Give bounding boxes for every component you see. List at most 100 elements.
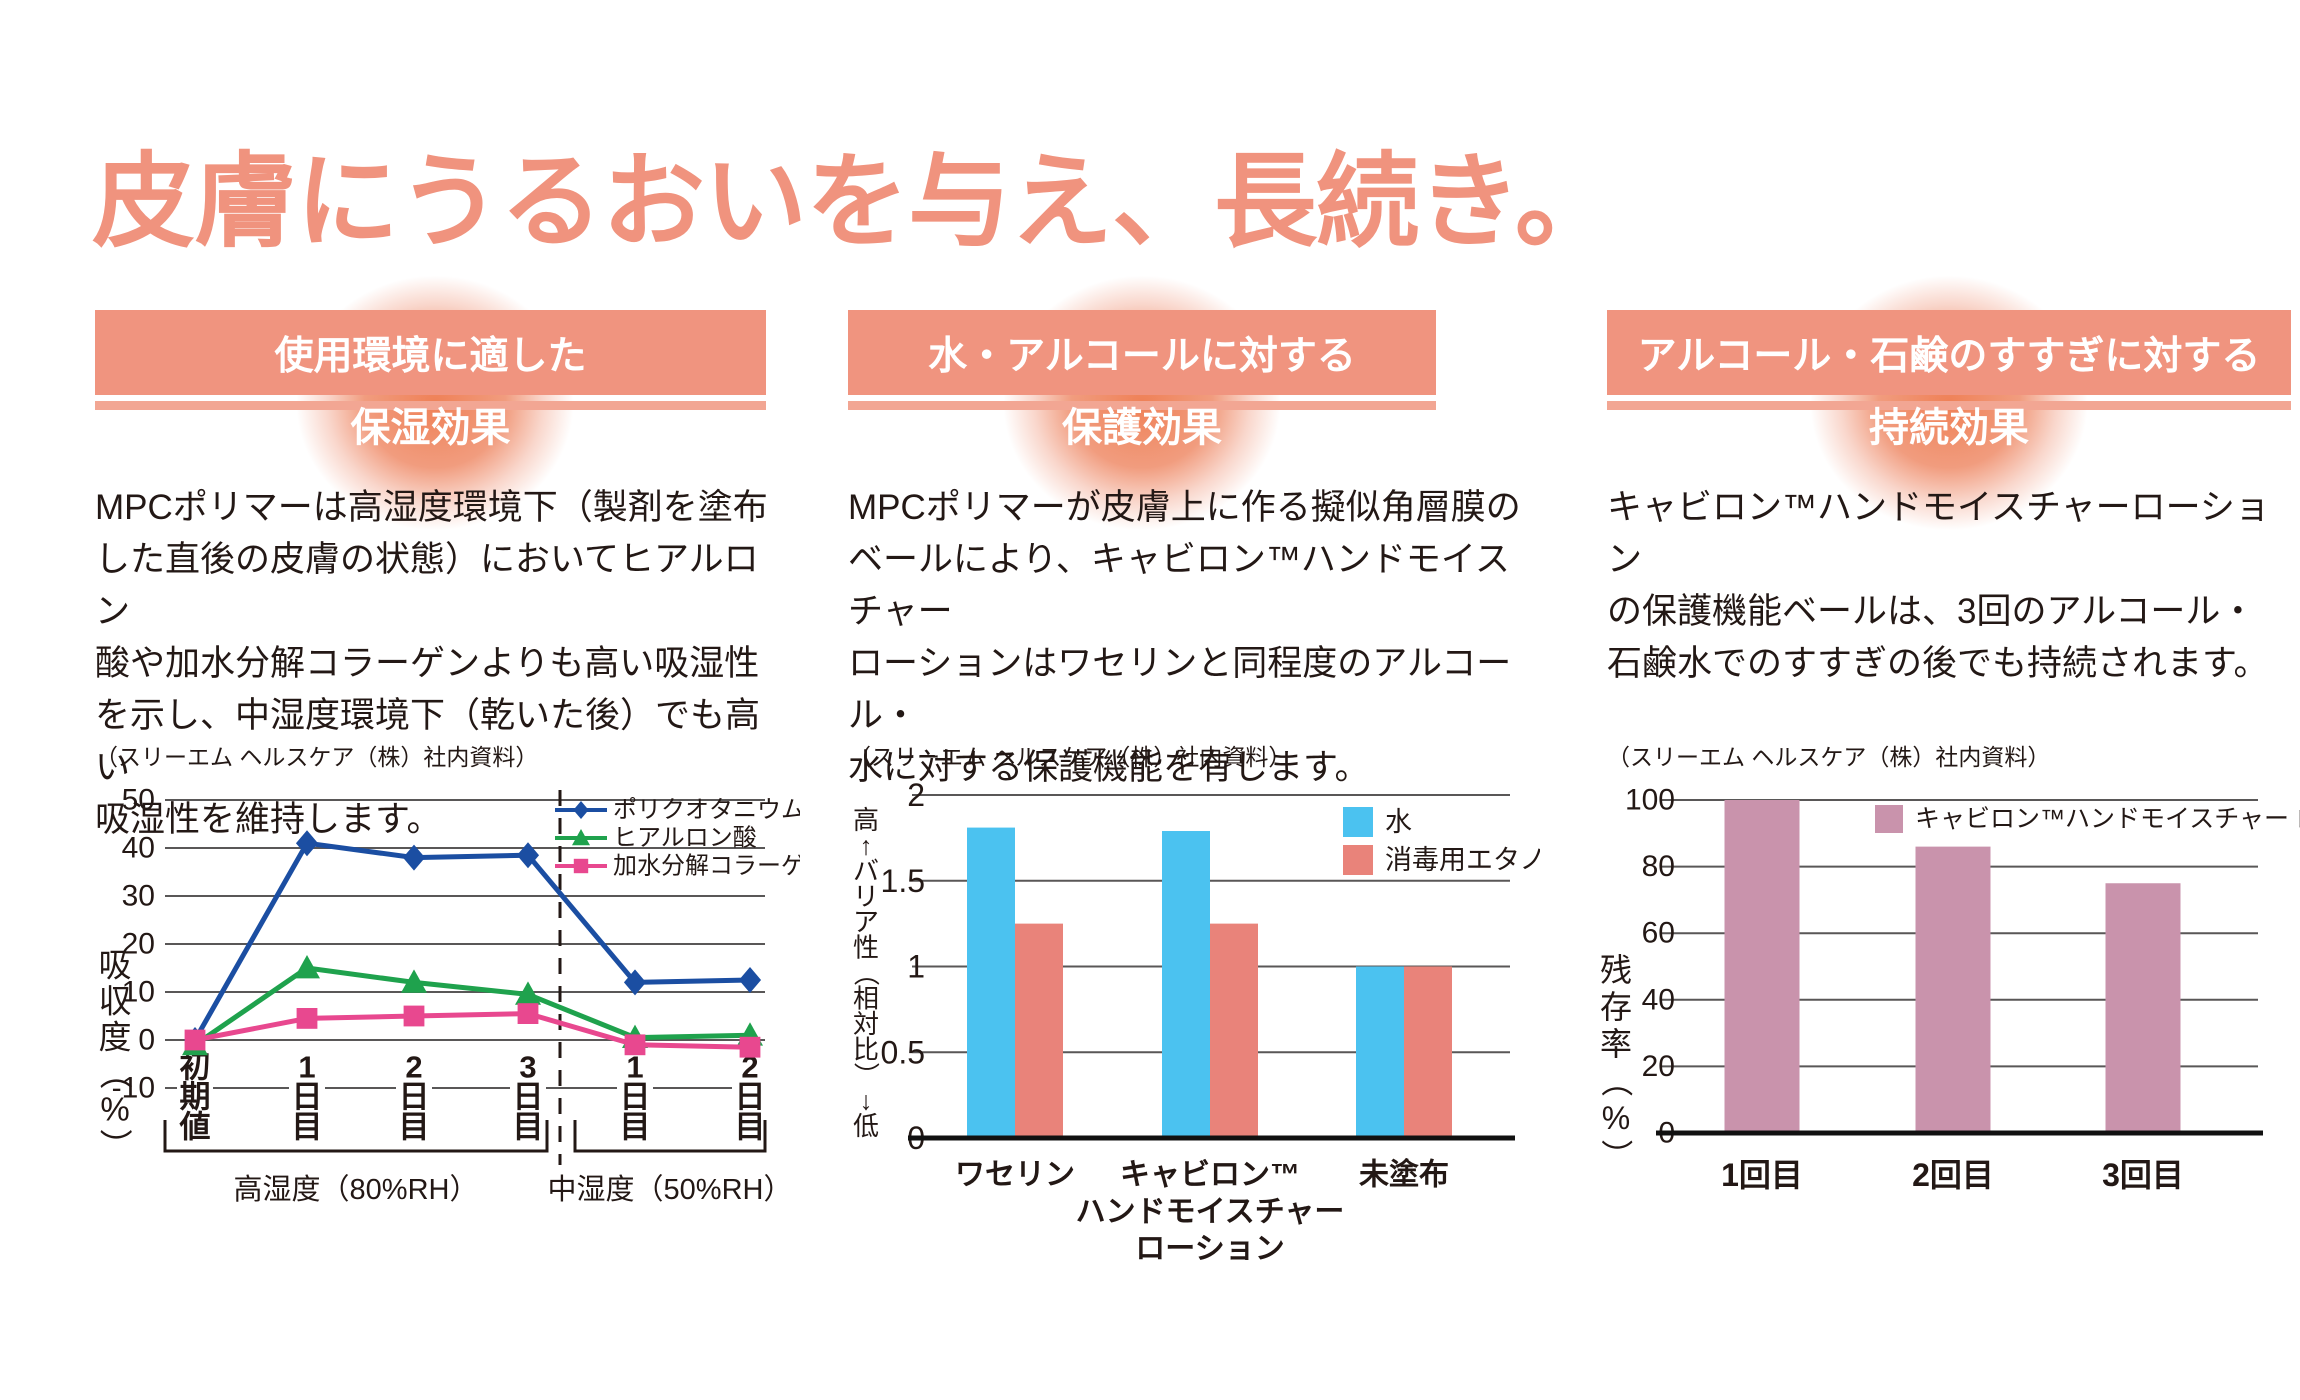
legend-label: キャビロン™ハンドモイスチャー ローション — [1915, 805, 2300, 833]
legend-swatch — [1875, 805, 1903, 833]
section-2-heading-stripe — [848, 401, 1436, 410]
section-1-heading-box: 使用環境に適した — [95, 310, 766, 395]
x-label-backdrop — [289, 1045, 325, 1145]
section-3-heading-line1: アルコール・石鹸のすすぎに対する — [1637, 334, 2261, 378]
bar — [1356, 966, 1404, 1138]
y-axis-label-char: バ — [853, 856, 879, 886]
y-axis-label-char: 度 — [99, 1019, 132, 1056]
y-tick-label: 30 — [122, 880, 155, 913]
y-axis-label-char: 低 — [853, 1111, 879, 1141]
x-tick-char: 3 — [519, 1050, 536, 1085]
section-1-source-note: （スリーエム ヘルスケア（株）社内資料） — [95, 744, 539, 770]
x-category-label: 3回目 — [2102, 1157, 2184, 1193]
section-2-heading-line2: 保護効果 — [1062, 406, 1222, 450]
x-category-label: 未塗布 — [1359, 1158, 1449, 1192]
section-1-paragraph: MPCポリマーは高湿度環境下（製剤を塗布 した直後の皮膚の状態）においてヒアルロ… — [95, 488, 768, 839]
y-axis-label-char: 収 — [99, 983, 132, 1020]
y-tick-label: 80 — [1642, 850, 1675, 883]
bar-chart-svg: 100806040200残存率（%）1回目2回目3回目キャビロン™ハンドモイスチ… — [1598, 784, 2300, 1194]
x-category-label: キャビロン™ — [1120, 1159, 1300, 1192]
y-tick-label: 0 — [138, 1024, 155, 1057]
section-3-heading-box: アルコール・石鹸のすすぎに対する — [1607, 310, 2291, 395]
y-axis-label-char: 残 — [1600, 952, 1632, 988]
series-line — [194, 1011, 751, 1050]
legend-swatch — [1343, 845, 1373, 875]
y-axis-label-char: % — [100, 1091, 129, 1128]
y-axis-label-char: 性 — [853, 933, 879, 963]
y-tick-label: 0.5 — [881, 1034, 925, 1070]
y-tick-label: 40 — [1642, 983, 1675, 1016]
section-3-heading-line2: 持続効果 — [1869, 406, 2029, 450]
y-tick-label: 1 — [907, 949, 925, 985]
square-marker — [573, 858, 589, 874]
section-2-source-note: （スリーエム ヘルスケア（株）社内資料） — [848, 744, 1292, 770]
bar — [1210, 923, 1258, 1138]
y-axis-label-char: 対 — [853, 1009, 879, 1039]
diamond-marker — [623, 969, 647, 996]
legend-label: 水 — [1385, 807, 1412, 837]
square-marker — [184, 1029, 206, 1051]
section-1-heading-line1: 使用環境に適した — [274, 334, 587, 378]
x-label-backdrop — [510, 1045, 546, 1145]
x-tick-char: 日 — [399, 1080, 430, 1115]
square-marker — [624, 1034, 646, 1056]
square-marker — [403, 1005, 425, 1027]
bar — [1915, 846, 1991, 1133]
section-2-heading-line1: 水・アルコールに対する — [928, 334, 1356, 378]
x-tick-char: 目 — [735, 1110, 766, 1145]
x-tick-char: 日 — [292, 1080, 323, 1115]
y-tick-label: 1.5 — [881, 863, 925, 899]
x-label-backdrop — [177, 1045, 213, 1145]
y-axis-label-char: リ — [853, 882, 879, 912]
section-1-heading-line2: 保湿効果 — [350, 406, 511, 450]
barrier-bar-chart: 21.510.50高↑バリア性（相対比）↓低ワセリンキャビロン™ハンドモイスチャ… — [820, 775, 1600, 1266]
y-axis-label-char: ） — [97, 1129, 134, 1162]
bar — [2105, 883, 2181, 1133]
section-3-paragraph: キャビロン™ハンドモイスチャーローション の保護機能ベールは、3回のアルコール・… — [1607, 488, 2270, 683]
x-tick-char: 目 — [292, 1110, 323, 1145]
bar-chart-svg: 21.510.50高↑バリア性（相対比）↓低ワセリンキャビロン™ハンドモイスチャ… — [851, 777, 1600, 1266]
y-tick-label: 20 — [122, 928, 155, 961]
legend-label: ヒアルロン酸 — [613, 825, 757, 852]
x-label-backdrop — [617, 1045, 653, 1145]
x-label-backdrop — [732, 1045, 768, 1145]
square-marker — [739, 1036, 761, 1058]
square-marker — [296, 1008, 318, 1029]
group-label: 中湿度（50%RH） — [548, 1173, 793, 1206]
x-tick-char: 2 — [405, 1050, 422, 1085]
y-tick-label: 40 — [122, 832, 155, 865]
x-tick-char: 値 — [179, 1110, 211, 1145]
x-tick-char: 日 — [620, 1080, 651, 1115]
line-chart-svg: 50403020100-10吸収度（%）初期値1日目2日目3日目1日目2日目高湿… — [97, 784, 840, 1207]
y-axis-label-char: % — [1602, 1100, 1630, 1136]
bar — [1162, 831, 1210, 1138]
section-3-heading-stripe — [1607, 401, 2291, 410]
x-tick-char: 日 — [513, 1080, 544, 1115]
y-tick-label: 2 — [907, 777, 925, 813]
x-tick-char: 期 — [180, 1080, 211, 1115]
x-category-label: ローション — [1135, 1233, 1284, 1261]
y-axis-label-char: 率 — [1600, 1026, 1632, 1062]
x-tick-char: 目 — [399, 1110, 430, 1145]
y-tick-label: 10 — [122, 976, 155, 1009]
square-marker — [517, 1003, 539, 1024]
series-line — [192, 840, 751, 1042]
triangle-marker — [401, 969, 427, 993]
x-tick-char: 2 — [741, 1050, 758, 1085]
y-axis-label-char: 高 — [853, 805, 879, 835]
triangle-marker — [572, 829, 590, 846]
bar — [1015, 923, 1063, 1138]
x-tick-char: 目 — [513, 1110, 544, 1145]
diamond-marker — [295, 830, 319, 857]
group-bracket — [573, 1120, 767, 1153]
bar — [1404, 966, 1452, 1138]
x-tick-char: 目 — [620, 1110, 651, 1145]
group-label: 高湿度（80%RH） — [234, 1173, 479, 1206]
bar — [1724, 800, 1800, 1133]
x-category-label: ハンドモイスチャー — [1076, 1196, 1345, 1229]
y-axis-label-char: ア — [853, 907, 879, 937]
y-tick-label: 20 — [1642, 1050, 1675, 1083]
diamond-marker — [573, 801, 589, 819]
x-tick-char: 日 — [735, 1080, 766, 1115]
